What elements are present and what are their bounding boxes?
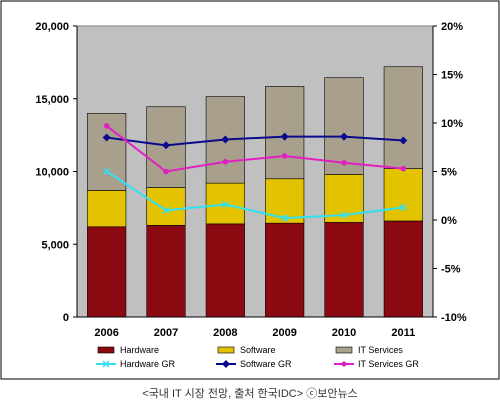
left-tick-label: 15,000 xyxy=(35,94,69,106)
caption: <국내 IT 시장 전망, 출처 한국IDC> ⓒ보안뉴스 xyxy=(142,387,357,400)
left-tick-label: 10,000 xyxy=(35,167,69,179)
point-hardware-gr-2009 xyxy=(281,214,289,222)
bar-software-2011 xyxy=(383,168,423,222)
point-hardware-gr-2008 xyxy=(221,200,229,209)
point-software-gr-2011 xyxy=(399,136,408,145)
x-tick-label: 2010 xyxy=(332,327,356,339)
legend-label-hardware: Hardware xyxy=(120,345,159,355)
right-tick-label: -10% xyxy=(441,312,467,324)
legend-label-it-services-gr: IT Services GR xyxy=(358,359,419,369)
bar-hardware-2009 xyxy=(265,222,305,318)
right-tick-label: 0% xyxy=(441,215,457,227)
point-it-services-gr-2009 xyxy=(281,153,288,159)
bar-it-services-2010 xyxy=(324,77,364,175)
right-tick-label: 5% xyxy=(441,167,457,179)
bar-it-services-2011 xyxy=(383,66,423,169)
point-hardware-gr-2011 xyxy=(399,203,407,211)
point-mark xyxy=(281,214,289,222)
x-tick-label: 2011 xyxy=(391,327,415,339)
x-tick-label: 2008 xyxy=(213,327,237,339)
point-it-services-gr-2007 xyxy=(163,168,169,175)
legend-label-software-gr: Software GR xyxy=(240,359,292,369)
legend-marker-it-services-gr xyxy=(341,361,347,367)
point-it-services-gr-2010 xyxy=(341,159,347,166)
point-mark xyxy=(162,206,170,214)
bar-hardware-2006 xyxy=(87,226,127,318)
point-it-services-gr-2011 xyxy=(400,165,407,172)
line-it-services-gr xyxy=(106,125,404,173)
legend-swatch-software xyxy=(217,346,235,354)
legend-swatch-hardware xyxy=(97,346,115,354)
point-software-gr-2007 xyxy=(162,141,170,150)
bar-hardware-2010 xyxy=(324,222,364,318)
line-software-gr xyxy=(106,135,404,147)
point-hardware-gr-2006 xyxy=(103,167,111,176)
legend-marker-hardware-gr xyxy=(102,360,110,368)
left-tick-label: 0 xyxy=(63,312,69,324)
point-software-gr-2010 xyxy=(340,132,348,141)
point-software-gr-2009 xyxy=(280,132,289,141)
point-hardware-gr-2007 xyxy=(162,206,170,214)
left-tick-label: 20,000 xyxy=(35,21,69,33)
point-software-gr-2008 xyxy=(221,135,230,144)
bar-hardware-2011 xyxy=(383,220,423,318)
legend-marker-software-gr xyxy=(222,360,230,368)
x-tick-label: 2006 xyxy=(94,327,118,339)
legend-label-software: Software xyxy=(240,345,276,355)
bar-software-2007 xyxy=(146,187,186,226)
legend-label-it-services: IT Services xyxy=(358,345,403,355)
x-tick-label: 2009 xyxy=(272,327,296,339)
lines-group xyxy=(102,123,408,222)
plot-area xyxy=(76,25,434,318)
left-axis: 0 5,000 10,000 15,000 20,000 xyxy=(35,21,78,324)
right-tick-label: 10% xyxy=(441,118,463,130)
line-hardware-gr xyxy=(106,170,404,220)
bar-hardware-2008 xyxy=(205,223,245,318)
bar-hardware-2007 xyxy=(146,225,186,318)
x-tick-label: 2007 xyxy=(154,327,178,339)
bar-it-services-2009 xyxy=(265,86,305,180)
right-axis: -10% -5% 0% 5% 10% 15% 20% xyxy=(432,21,467,324)
x-axis-ticks: 2006 2007 2008 2009 2010 2011 xyxy=(94,327,415,339)
right-tick-label: 15% xyxy=(441,70,463,82)
right-tick-label: -5% xyxy=(441,264,461,276)
point-mark xyxy=(221,200,229,209)
point-it-services-gr-2006 xyxy=(103,123,110,129)
point-hardware-gr-2010 xyxy=(340,211,348,219)
point-software-gr-2006 xyxy=(102,133,111,142)
left-tick-label: 5,000 xyxy=(41,239,69,251)
point-it-services-gr-2008 xyxy=(222,159,229,165)
point-mark xyxy=(399,203,407,211)
legend-swatch-it-services xyxy=(335,346,353,354)
legend: Hardware Software IT Services Hardware GR So… xyxy=(96,345,419,369)
bar-software-2006 xyxy=(87,190,127,228)
point-mark xyxy=(340,211,348,219)
legend-label-hardware-gr: Hardware GR xyxy=(120,359,176,369)
point-mark xyxy=(103,167,111,176)
right-tick-label: 20% xyxy=(441,21,463,33)
